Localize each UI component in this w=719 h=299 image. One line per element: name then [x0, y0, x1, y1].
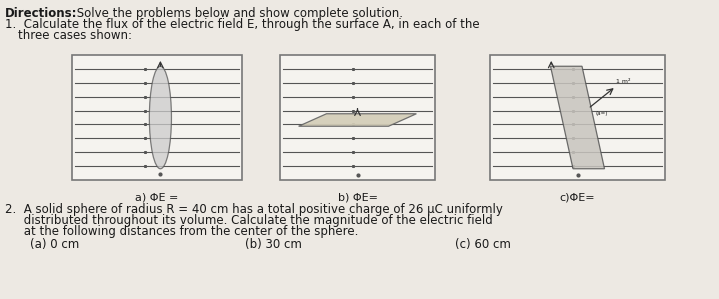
- Bar: [280, 55, 435, 180]
- Text: 2.  A solid sphere of radius R = 40 cm has a total positive charge of 26 μC unif: 2. A solid sphere of radius R = 40 cm ha…: [5, 203, 503, 216]
- Text: (b) 30 cm: (b) 30 cm: [245, 238, 302, 251]
- Text: at the following distances from the center of the sphere.: at the following distances from the cent…: [5, 225, 358, 238]
- Text: distributed throughout its volume. Calculate the magnitude of the electric field: distributed throughout its volume. Calcu…: [5, 214, 493, 227]
- Text: 1 m²: 1 m²: [616, 79, 631, 84]
- Text: (a) 0 cm: (a) 0 cm: [30, 238, 79, 251]
- Text: three cases shown:: three cases shown:: [18, 29, 132, 42]
- Text: 1.  Calculate the flux of the electric field E, through the surface A, in each o: 1. Calculate the flux of the electric fi…: [5, 18, 480, 31]
- Text: c)ΦE=: c)ΦE=: [559, 192, 595, 202]
- Text: Solve the problems below and show complete solution.: Solve the problems below and show comple…: [73, 7, 403, 20]
- Polygon shape: [551, 66, 605, 169]
- Ellipse shape: [150, 66, 171, 169]
- Bar: [490, 55, 665, 180]
- Text: b) ΦE=: b) ΦE=: [338, 192, 378, 202]
- Bar: [72, 55, 242, 180]
- Polygon shape: [298, 114, 416, 126]
- Text: (c) 60 cm: (c) 60 cm: [455, 238, 511, 251]
- Text: a) ΦE =: a) ΦE =: [135, 192, 179, 202]
- Text: Directions:: Directions:: [5, 7, 78, 20]
- Text: (a=): (a=): [595, 111, 608, 116]
